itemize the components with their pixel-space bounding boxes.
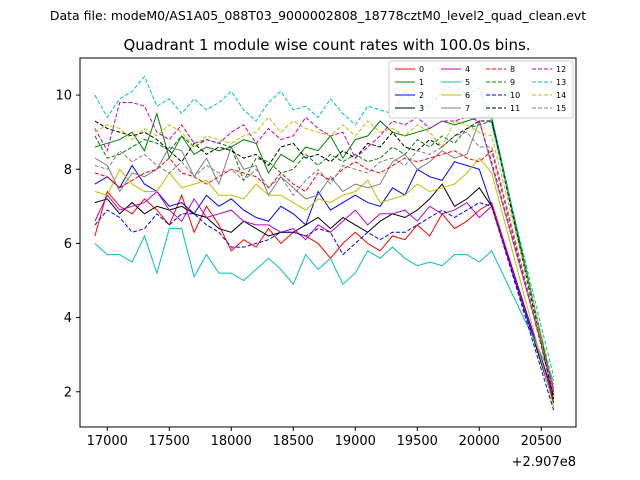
legend-label-11: 11 <box>510 104 520 113</box>
plot-frame <box>79 57 577 428</box>
plot-area <box>94 75 555 411</box>
legend-label-10: 10 <box>510 91 520 100</box>
legend-label-9: 9 <box>510 78 515 87</box>
y-tick-label: 6 <box>64 237 72 252</box>
x-tick-label: 18000 <box>211 434 252 449</box>
x-tick-label: 20500 <box>521 434 562 449</box>
x-tick-label: 17500 <box>149 434 190 449</box>
chart-suptitle: Data file: modeM0/AS1A05_088T03_90000028… <box>50 8 586 23</box>
series-line-2 <box>94 161 555 396</box>
series-line-15 <box>94 131 555 392</box>
series-line-3 <box>94 183 555 404</box>
legend-label-4: 4 <box>465 65 470 74</box>
y-tick-label: 4 <box>64 311 72 326</box>
legend-label-14: 14 <box>556 91 566 100</box>
series-line-12 <box>94 102 555 389</box>
x-tick-label: 20000 <box>459 434 500 449</box>
x-tick-label: 17000 <box>87 434 128 449</box>
legend-label-0: 0 <box>419 65 424 74</box>
x-tick-label: 18500 <box>273 434 314 449</box>
x-tick-label: 19000 <box>335 434 376 449</box>
legend-label-15: 15 <box>556 104 566 113</box>
y-tick-label: 8 <box>64 163 72 178</box>
legend-label-8: 8 <box>510 65 515 74</box>
legend-label-13: 13 <box>556 78 566 87</box>
legend-label-2: 2 <box>419 91 424 100</box>
legend-frame <box>388 60 574 119</box>
series-line-13 <box>94 75 555 378</box>
series-line-11 <box>94 120 555 400</box>
legend-label-12: 12 <box>556 65 566 74</box>
chart-title: Quadrant 1 module wise count rates with … <box>123 36 530 54</box>
series-line-5 <box>94 228 555 381</box>
series-line-1 <box>94 111 555 392</box>
series-line-8 <box>94 149 555 396</box>
series-line-9 <box>94 120 555 392</box>
series-line-7 <box>94 119 555 389</box>
x-tick-label: 19500 <box>397 434 438 449</box>
legend-label-6: 6 <box>465 91 470 100</box>
series-line-10 <box>94 202 555 411</box>
y-tick-label: 10 <box>55 89 72 104</box>
y-axis: 2 4 6 8 10 <box>55 89 80 400</box>
x-axis-offset-label: +2.907e8 <box>512 455 576 470</box>
legend-label-7: 7 <box>465 104 470 113</box>
series-line-6 <box>94 157 555 407</box>
series-line-14 <box>94 116 555 385</box>
legend-label-1: 1 <box>419 78 424 87</box>
y-tick-label: 2 <box>64 385 72 400</box>
x-axis: 17000 17500 18000 18500 19000 19500 20000 20500 <box>87 427 562 449</box>
legend-label-5: 5 <box>465 78 470 87</box>
legend-label-3: 3 <box>419 104 424 113</box>
